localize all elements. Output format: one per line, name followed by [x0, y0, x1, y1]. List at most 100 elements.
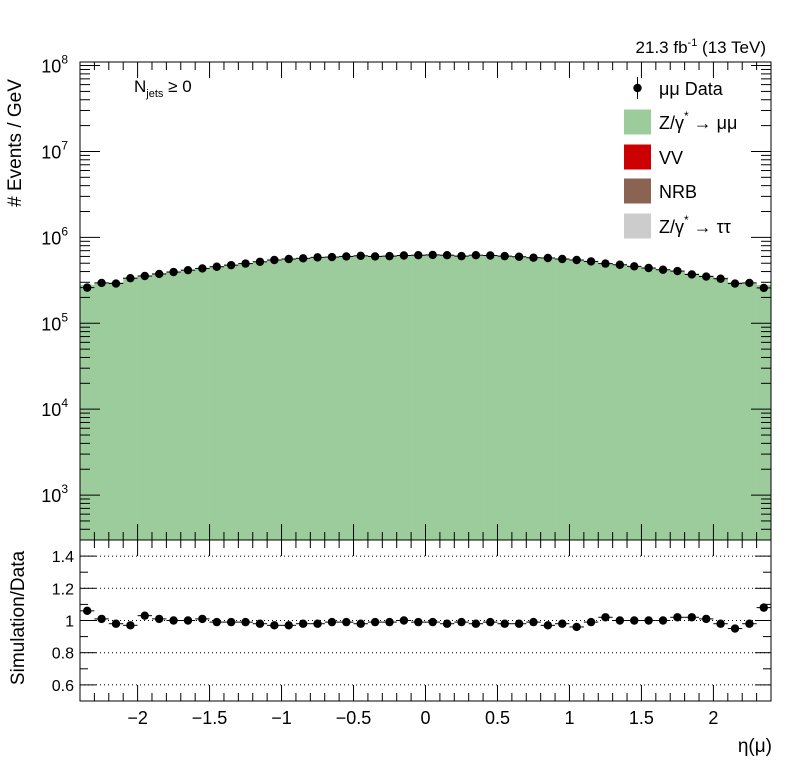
- bar-dy_mumu-32: [540, 258, 556, 540]
- ratio-point-4: [140, 611, 149, 620]
- main-stacked-histogram: [80, 254, 772, 541]
- bar-dy_mumu-25: [439, 255, 455, 541]
- data-point-16: [313, 253, 322, 262]
- ratio-point-33: [558, 619, 567, 628]
- legend-label-dy_tautau: Z/γ* → ττ: [659, 213, 731, 237]
- ratio-point-5: [154, 614, 164, 624]
- ratio-point-18: [342, 617, 351, 627]
- bar-dy_mumu-14: [281, 259, 297, 540]
- bar-dy_mumu-4: [137, 275, 153, 540]
- x-tick-label-7: 1.5: [629, 708, 654, 728]
- ratio-point-26: [457, 617, 466, 627]
- data-point-47: [759, 283, 769, 293]
- ratio-point-22: [399, 616, 409, 625]
- ratio-point-34: [572, 622, 581, 632]
- ratio-point-24: [428, 617, 437, 627]
- ratio-point-38: [630, 616, 639, 625]
- bar-dy_mumu-3: [123, 277, 138, 540]
- data-point-4: [140, 271, 149, 281]
- data-point-10: [226, 260, 236, 270]
- bar-dy_mumu-37: [612, 264, 628, 540]
- data-point-26: [457, 251, 466, 261]
- bar-dy_mumu-29: [497, 256, 513, 540]
- x-tick-label-6: 1: [564, 708, 574, 728]
- ratio-point-6: [169, 616, 178, 625]
- ratio-point-45: [730, 624, 740, 633]
- main-ytick-label-3: 106: [41, 224, 68, 248]
- ratio-point-31: [529, 617, 538, 627]
- bar-dy_mumu-13: [267, 260, 282, 540]
- ratio-point-9: [212, 617, 221, 627]
- data-point-27: [471, 251, 481, 260]
- ratio-point-40: [658, 616, 668, 625]
- legend: μμ Data Z/γ* → μμ VV NRB Z/γ* → ττ: [624, 77, 737, 239]
- bar-dy_mumu-6: [166, 271, 182, 540]
- main-ytick-label-4: 107: [41, 138, 68, 162]
- ratio-panel: 0.6 0.8 1 1.2 1.4 −2 −1.5 −1 −0.5 0 0.5 1 1.5 2 Simu…: [8, 539, 772, 757]
- bar-dy_mumu-41: [670, 271, 685, 540]
- ratio-point-30: [514, 619, 524, 628]
- ratio-point-23: [414, 617, 423, 627]
- data-point-34: [572, 255, 581, 265]
- ratio-ytick-label-0: 0.6: [52, 678, 74, 695]
- ratio-point-10: [226, 617, 236, 627]
- data-point-22: [399, 251, 409, 260]
- data-point-20: [370, 252, 380, 261]
- ratio-point-1: [97, 614, 106, 624]
- legend-swatch-dy_mumu: [624, 109, 651, 135]
- data-point-35: [586, 257, 596, 266]
- ratio-point-37: [615, 616, 625, 625]
- data-point-1: [97, 278, 106, 288]
- x-tick-label-5: 0.5: [485, 708, 510, 728]
- ratio-point-16: [313, 619, 322, 628]
- data-point-11: [241, 259, 250, 268]
- data-point-28: [486, 251, 495, 260]
- bar-dy_mumu-35: [583, 261, 599, 540]
- bar-dy_mumu-20: [367, 255, 383, 540]
- ratio-point-17: [327, 617, 337, 627]
- bar-dy_mumu-27: [468, 255, 484, 540]
- data-point-9: [212, 262, 221, 271]
- data-point-42: [687, 270, 697, 279]
- bar-dy_mumu-9: [209, 266, 225, 540]
- data-point-3: [126, 273, 135, 283]
- data-point-31: [529, 253, 538, 262]
- ratio-point-27: [471, 619, 481, 628]
- bar-dy_mumu-15: [295, 258, 311, 540]
- bar-dy_mumu-44: [713, 277, 729, 540]
- legend-label-dy_mumu: Z/γ* → μμ: [659, 109, 737, 133]
- data-point-41: [673, 266, 682, 276]
- ratio-data-points: [80, 603, 771, 633]
- bar-dy_mumu-22: [396, 255, 412, 541]
- data-point-5: [154, 269, 164, 279]
- bar-dy_mumu-31: [526, 257, 541, 540]
- ratio-point-21: [385, 617, 394, 627]
- bar-dy_mumu-18: [339, 256, 354, 540]
- data-point-14: [284, 254, 293, 264]
- njets-annotation: Njets ≥ 0: [134, 77, 192, 100]
- ratio-ytick-label-3: 1.2: [52, 581, 74, 598]
- data-point-18: [342, 252, 351, 261]
- ratio-point-13: [270, 621, 279, 630]
- ratio-point-2: [111, 619, 121, 628]
- ratio-point-44: [716, 619, 725, 628]
- ratio-ytick-label-1: 0.8: [52, 646, 74, 663]
- bar-dy_mumu-28: [483, 256, 498, 540]
- x-tick-label-2: −1: [271, 708, 292, 728]
- ratio-point-19: [356, 619, 365, 628]
- x-axis-label: η(μ): [738, 736, 772, 757]
- bar-dy_mumu-17: [324, 257, 340, 540]
- bar-dy_mumu-42: [684, 273, 700, 540]
- legend-label-nrb: NRB: [659, 182, 697, 202]
- data-point-13: [270, 255, 279, 265]
- data-point-0: [82, 283, 92, 292]
- ratio-y-axis-label: Simulation/Data: [8, 551, 29, 686]
- ratio-point-0: [82, 606, 92, 616]
- ratio-point-11: [241, 617, 250, 627]
- data-point-37: [615, 260, 625, 269]
- data-point-39: [644, 263, 653, 273]
- data-point-15: [298, 254, 308, 263]
- bar-dy_mumu-10: [223, 264, 239, 540]
- ratio-point-39: [644, 616, 653, 625]
- ratio-ytick-label-4: 1.4: [52, 549, 74, 566]
